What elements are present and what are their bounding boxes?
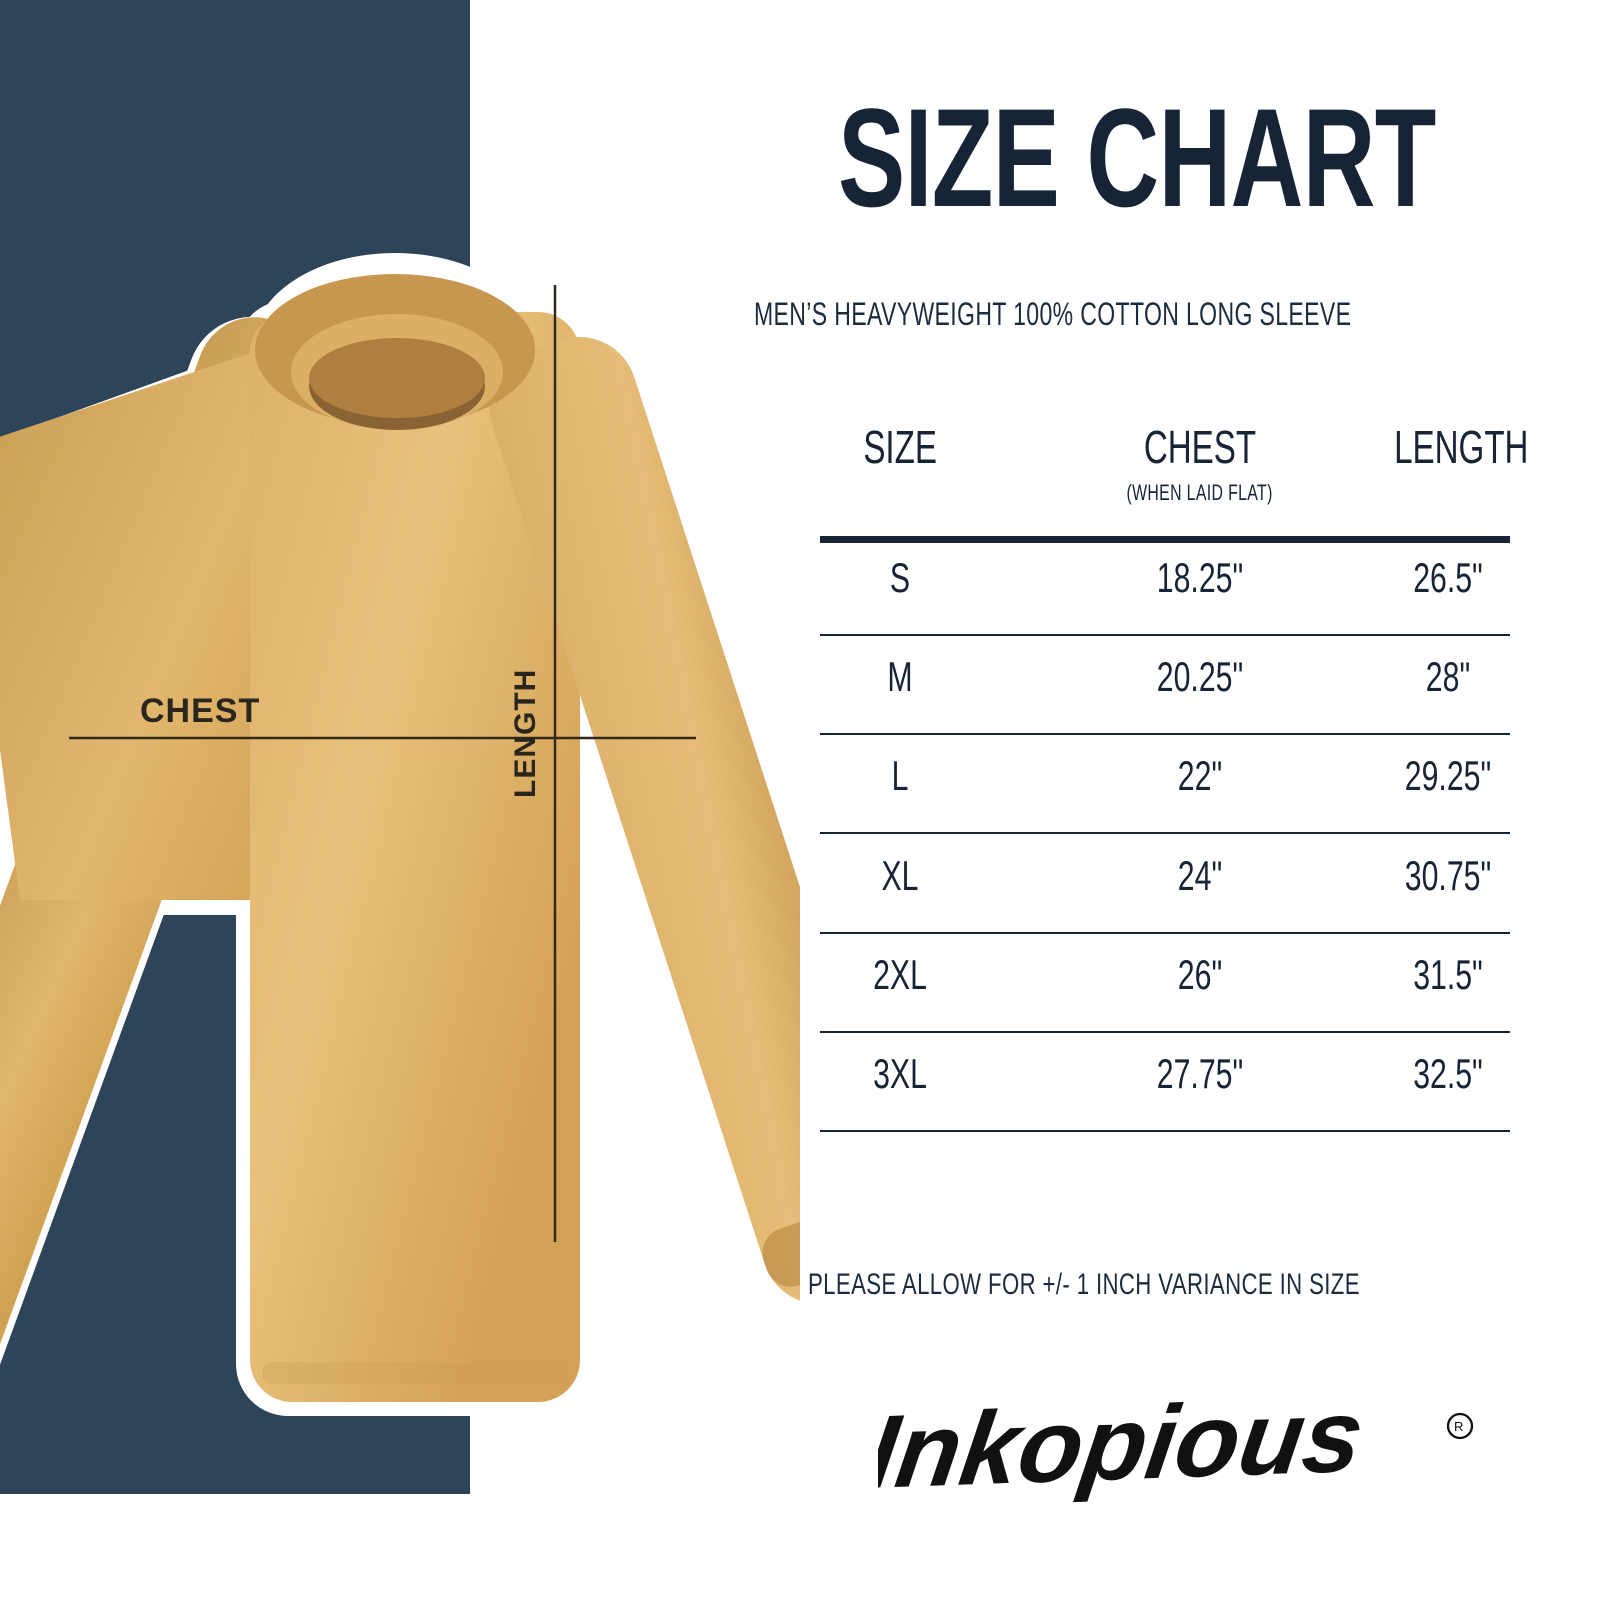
svg-text:R: R	[1454, 1419, 1463, 1434]
svg-text:LENGTH: LENGTH	[509, 669, 542, 798]
svg-text:CHEST: CHEST	[140, 692, 260, 730]
svg-text:Inkopious: Inkopious	[878, 1378, 1370, 1511]
